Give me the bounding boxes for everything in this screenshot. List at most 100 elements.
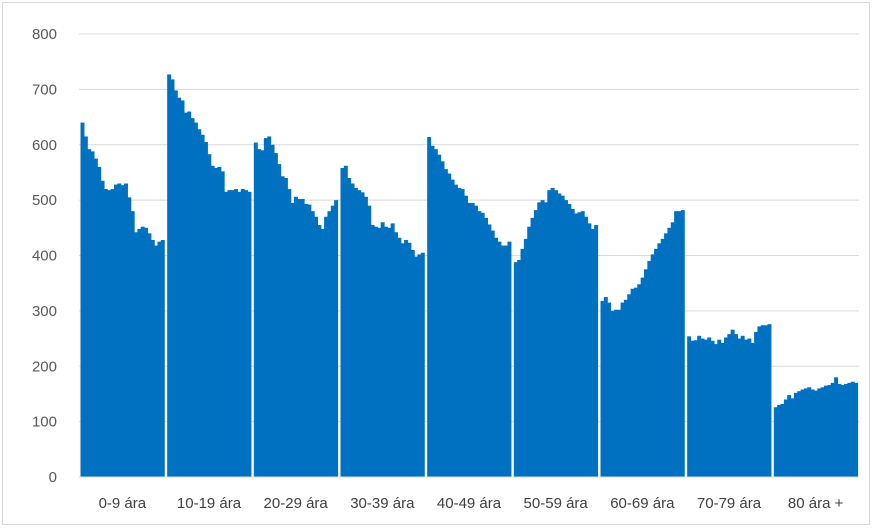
bar bbox=[314, 216, 319, 478]
bar bbox=[220, 171, 225, 477]
bar bbox=[754, 331, 759, 477]
bar bbox=[287, 189, 292, 478]
bar bbox=[727, 334, 732, 477]
bar bbox=[474, 205, 478, 477]
x-category-label: 50-59 ára bbox=[524, 495, 589, 512]
bar bbox=[657, 243, 662, 477]
bar bbox=[417, 254, 422, 477]
bar bbox=[453, 184, 458, 477]
bar bbox=[283, 177, 288, 477]
bar bbox=[697, 335, 702, 477]
bar bbox=[293, 196, 298, 478]
bar bbox=[797, 391, 802, 477]
bar bbox=[764, 325, 769, 477]
bar bbox=[130, 211, 135, 477]
bar bbox=[747, 338, 752, 477]
bar bbox=[263, 138, 268, 478]
bar bbox=[193, 122, 198, 477]
bar-group bbox=[340, 165, 425, 478]
bar-group bbox=[253, 136, 339, 478]
bar bbox=[110, 189, 115, 478]
bar bbox=[740, 335, 745, 477]
bar bbox=[687, 336, 692, 477]
bar bbox=[533, 210, 538, 477]
bar bbox=[297, 199, 302, 477]
bar bbox=[317, 225, 322, 477]
y-tick-label: 600 bbox=[32, 137, 57, 154]
bar bbox=[767, 324, 772, 477]
bar bbox=[520, 248, 525, 477]
bar bbox=[817, 388, 822, 477]
bar bbox=[183, 112, 188, 477]
bar bbox=[680, 210, 685, 477]
bar bbox=[397, 237, 402, 477]
bar bbox=[703, 339, 708, 477]
bar bbox=[567, 204, 572, 477]
y-tick-label: 300 bbox=[32, 303, 57, 320]
bar bbox=[334, 200, 339, 478]
bar bbox=[603, 297, 608, 477]
bar bbox=[450, 179, 455, 477]
bar bbox=[190, 118, 195, 478]
bar bbox=[107, 190, 112, 477]
bar bbox=[290, 202, 295, 477]
bar bbox=[540, 200, 545, 478]
bar bbox=[124, 183, 128, 477]
bar bbox=[734, 334, 738, 477]
bar bbox=[557, 193, 562, 478]
bar bbox=[620, 302, 625, 477]
bar bbox=[840, 385, 845, 477]
y-tick-label: 400 bbox=[32, 248, 57, 265]
x-category-label: 80 ára + bbox=[788, 495, 844, 512]
bar-group bbox=[427, 137, 512, 478]
bar bbox=[427, 137, 432, 477]
bar bbox=[813, 390, 818, 477]
bar bbox=[577, 212, 582, 477]
x-category-label: 10-19 ára bbox=[177, 495, 242, 512]
bar bbox=[723, 337, 728, 477]
bar bbox=[270, 144, 275, 477]
bar bbox=[807, 387, 812, 477]
bar bbox=[140, 226, 145, 477]
bar bbox=[617, 309, 622, 477]
bar bbox=[304, 204, 308, 477]
bar bbox=[590, 228, 595, 477]
bar bbox=[207, 154, 212, 477]
bar bbox=[497, 241, 502, 477]
bar bbox=[820, 387, 825, 477]
bar bbox=[234, 189, 239, 478]
bar bbox=[507, 241, 512, 477]
bar bbox=[377, 227, 382, 477]
bar bbox=[844, 383, 849, 477]
bar bbox=[487, 224, 492, 477]
bar bbox=[463, 195, 468, 477]
bar bbox=[587, 223, 592, 477]
bar bbox=[170, 79, 175, 477]
bar bbox=[713, 344, 718, 477]
bar bbox=[387, 227, 392, 477]
bar bbox=[467, 202, 472, 477]
bar bbox=[513, 262, 518, 477]
bar bbox=[564, 200, 568, 478]
bar bbox=[490, 230, 495, 477]
y-tick-label: 100 bbox=[32, 414, 57, 431]
y-tick-label: 700 bbox=[32, 81, 57, 98]
bar bbox=[137, 228, 142, 477]
bar bbox=[793, 392, 798, 477]
bar bbox=[500, 245, 505, 477]
bar bbox=[343, 165, 348, 478]
bar bbox=[93, 158, 98, 477]
bar bbox=[523, 238, 528, 477]
bar bbox=[357, 190, 362, 477]
bar bbox=[437, 154, 442, 477]
bar bbox=[504, 245, 509, 477]
bar bbox=[850, 381, 855, 477]
x-axis-category-labels: 0-9 ára 10-19 ára 20-29 ára 30-39 ára 40-49 … bbox=[99, 495, 844, 512]
bar bbox=[560, 195, 565, 477]
bar bbox=[384, 226, 388, 477]
bar bbox=[623, 299, 628, 477]
bar bbox=[280, 176, 285, 477]
bar bbox=[613, 309, 618, 477]
bar bbox=[134, 232, 138, 477]
bar bbox=[580, 211, 585, 477]
